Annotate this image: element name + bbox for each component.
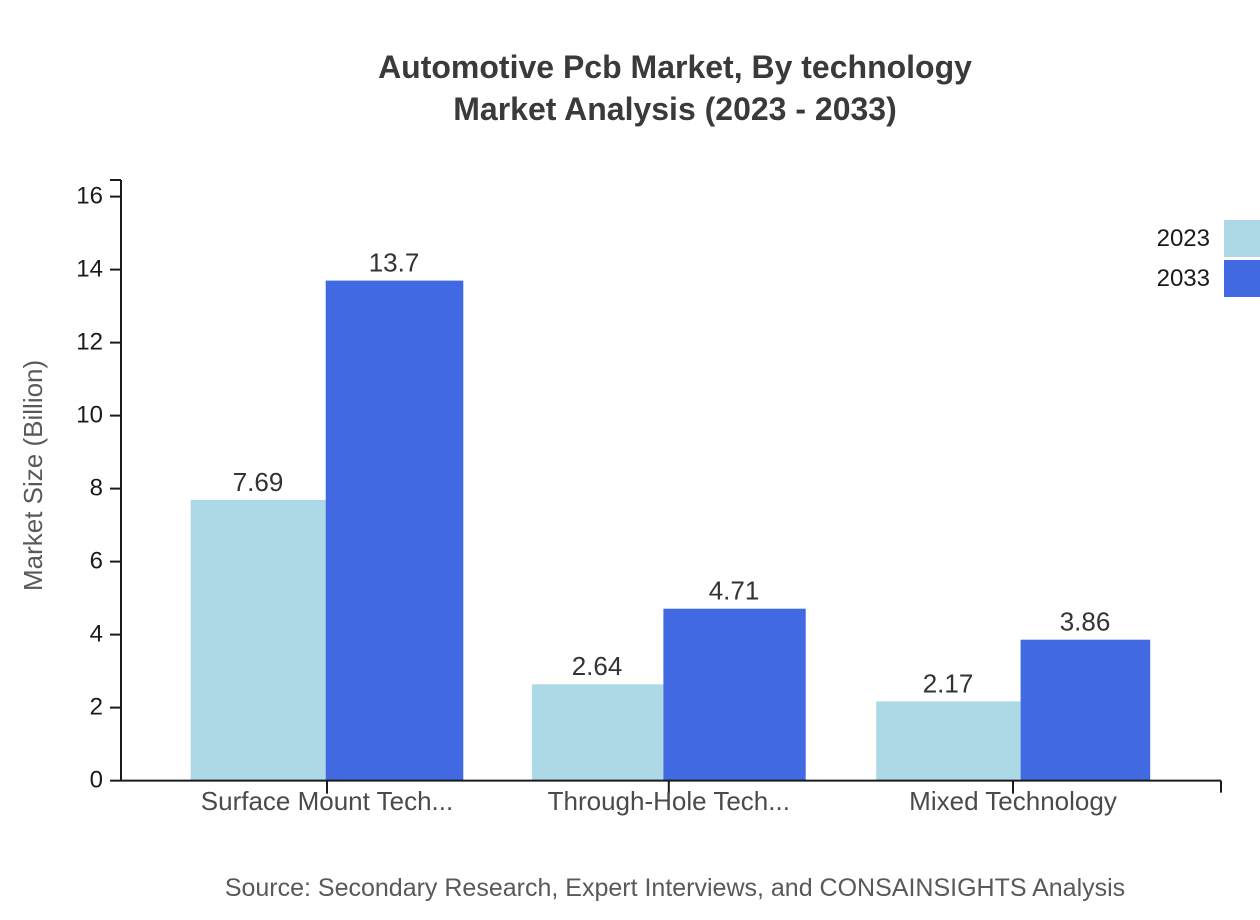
svg-text:3.86: 3.86 bbox=[1060, 607, 1111, 637]
svg-text:4.71: 4.71 bbox=[709, 576, 760, 606]
svg-text:Surface Mount Tech...: Surface Mount Tech... bbox=[201, 786, 453, 816]
svg-text:2.64: 2.64 bbox=[572, 651, 623, 681]
svg-text:4: 4 bbox=[90, 621, 103, 648]
svg-text:0: 0 bbox=[90, 767, 103, 794]
svg-text:16: 16 bbox=[76, 183, 103, 210]
svg-text:7.69: 7.69 bbox=[233, 467, 284, 497]
svg-text:2033: 2033 bbox=[1157, 265, 1210, 292]
svg-text:Mixed Technology: Mixed Technology bbox=[909, 786, 1117, 816]
svg-text:12: 12 bbox=[76, 329, 103, 356]
svg-text:8: 8 bbox=[90, 475, 103, 502]
svg-text:2023: 2023 bbox=[1157, 225, 1210, 252]
svg-text:10: 10 bbox=[76, 402, 103, 429]
svg-text:2.17: 2.17 bbox=[923, 668, 974, 698]
svg-text:Through-Hole Tech...: Through-Hole Tech... bbox=[548, 786, 790, 816]
svg-text:2: 2 bbox=[90, 694, 103, 721]
svg-text:6: 6 bbox=[90, 548, 103, 575]
svg-text:13.7: 13.7 bbox=[369, 248, 420, 278]
svg-text:14: 14 bbox=[76, 256, 103, 283]
